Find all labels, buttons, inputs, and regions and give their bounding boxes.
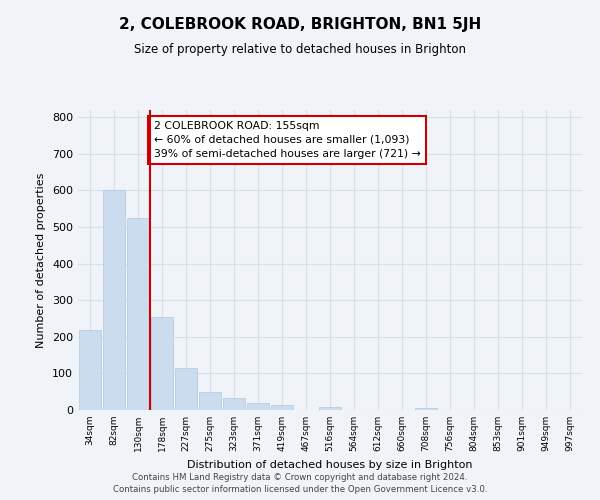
Bar [319,408,341,410]
Text: Size of property relative to detached houses in Brighton: Size of property relative to detached ho… [134,42,466,56]
Bar [103,190,125,410]
Bar [175,368,197,410]
Text: Contains public sector information licensed under the Open Government Licence v3: Contains public sector information licen… [113,485,487,494]
X-axis label: Distribution of detached houses by size in Brighton: Distribution of detached houses by size … [187,460,473,469]
Bar [223,398,245,410]
Text: 2, COLEBROOK ROAD, BRIGHTON, BN1 5JH: 2, COLEBROOK ROAD, BRIGHTON, BN1 5JH [119,18,481,32]
Bar [199,392,221,410]
Text: 2 COLEBROOK ROAD: 155sqm
← 60% of detached houses are smaller (1,093)
39% of sem: 2 COLEBROOK ROAD: 155sqm ← 60% of detach… [154,121,421,159]
Bar [127,218,149,410]
Text: Contains HM Land Registry data © Crown copyright and database right 2024.: Contains HM Land Registry data © Crown c… [132,472,468,482]
Bar [151,316,173,410]
Bar [79,330,101,410]
Bar [415,408,437,410]
Bar [247,402,269,410]
Y-axis label: Number of detached properties: Number of detached properties [37,172,46,348]
Bar [271,405,293,410]
